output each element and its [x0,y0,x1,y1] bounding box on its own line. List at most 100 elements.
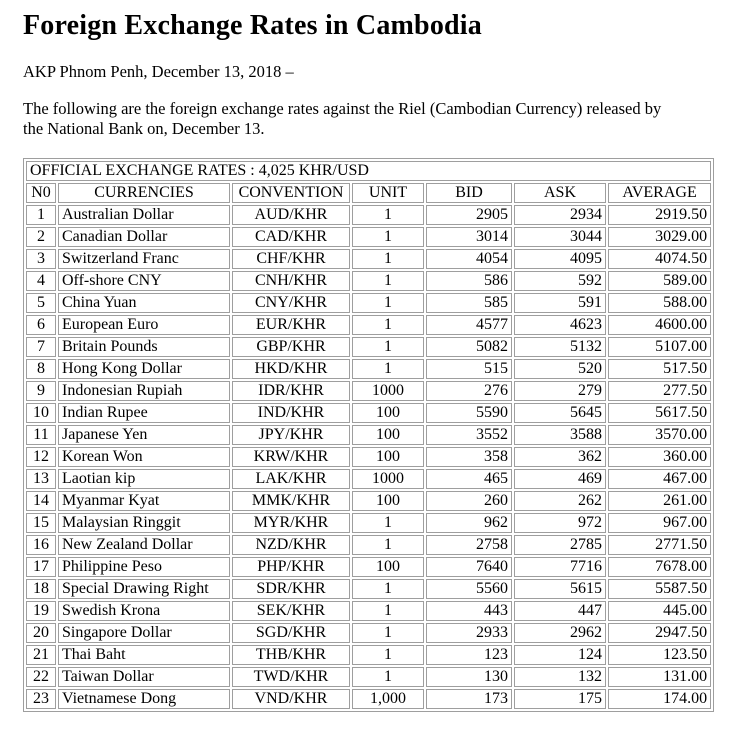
ask-cell: 5615 [514,579,606,599]
currency-cell: Thai Baht [58,645,230,665]
bid-cell: 358 [426,447,512,467]
average-cell: 4600.00 [608,315,712,335]
bid-cell: 5590 [426,403,512,423]
row-number-cell: 18 [26,579,56,599]
unit-cell: 1 [352,227,424,247]
column-header-convention: CONVENTION [232,183,350,203]
unit-cell: 1 [352,205,424,225]
currency-cell: Off-shore CNY [58,271,230,291]
unit-cell: 1 [352,337,424,357]
table-row: 14 Myanmar Kyat MMK/KHR 100 260 262 261.… [26,491,712,511]
currency-cell: Britain Pounds [58,337,230,357]
convention-cell: PHP/KHR [232,557,350,577]
average-cell: 445.00 [608,601,712,621]
currency-cell: Philippine Peso [58,557,230,577]
bid-cell: 586 [426,271,512,291]
ask-cell: 591 [514,293,606,313]
unit-cell: 100 [352,557,424,577]
ask-cell: 2785 [514,535,606,555]
table-row: 2 Canadian Dollar CAD/KHR 1 3014 3044 30… [26,227,712,247]
row-number-cell: 3 [26,249,56,269]
bid-cell: 7640 [426,557,512,577]
ask-cell: 520 [514,359,606,379]
unit-cell: 1 [352,513,424,533]
average-cell: 3570.00 [608,425,712,445]
average-cell: 2919.50 [608,205,712,225]
currency-cell: Singapore Dollar [58,623,230,643]
row-number-cell: 14 [26,491,56,511]
average-cell: 7678.00 [608,557,712,577]
table-row: 18 Special Drawing Right SDR/KHR 1 5560 … [26,579,712,599]
row-number-cell: 4 [26,271,56,291]
bid-cell: 515 [426,359,512,379]
ask-cell: 124 [514,645,606,665]
row-number-cell: 17 [26,557,56,577]
table-row: 23 Vietnamese Dong VND/KHR 1,000 173 175… [26,689,712,709]
ask-cell: 7716 [514,557,606,577]
unit-cell: 1 [352,645,424,665]
column-header-currencies: CURRENCIES [58,183,230,203]
currency-cell: Myanmar Kyat [58,491,230,511]
average-cell: 174.00 [608,689,712,709]
unit-cell: 1 [352,315,424,335]
row-number-cell: 12 [26,447,56,467]
convention-cell: GBP/KHR [232,337,350,357]
ask-cell: 175 [514,689,606,709]
document-page: Foreign Exchange Rates in Cambodia AKP P… [23,10,715,712]
convention-cell: CAD/KHR [232,227,350,247]
ask-cell: 2962 [514,623,606,643]
currency-cell: Japanese Yen [58,425,230,445]
table-row: 12 Korean Won KRW/KHR 100 358 362 360.00 [26,447,712,467]
table-row: 17 Philippine Peso PHP/KHR 100 7640 7716… [26,557,712,577]
unit-cell: 100 [352,425,424,445]
currency-cell: Special Drawing Right [58,579,230,599]
average-cell: 588.00 [608,293,712,313]
row-number-cell: 7 [26,337,56,357]
bid-cell: 3014 [426,227,512,247]
bid-cell: 173 [426,689,512,709]
unit-cell: 100 [352,403,424,423]
unit-cell: 1 [352,359,424,379]
currency-cell: Hong Kong Dollar [58,359,230,379]
convention-cell: LAK/KHR [232,469,350,489]
convention-cell: SDR/KHR [232,579,350,599]
ask-cell: 4623 [514,315,606,335]
currency-cell: Swedish Krona [58,601,230,621]
row-number-cell: 15 [26,513,56,533]
ask-cell: 4095 [514,249,606,269]
average-cell: 261.00 [608,491,712,511]
ask-cell: 5645 [514,403,606,423]
currency-cell: Malaysian Ringgit [58,513,230,533]
bid-cell: 585 [426,293,512,313]
row-number-cell: 6 [26,315,56,335]
table-header-row: N0 CURRENCIES CONVENTION UNIT BID ASK AV… [26,183,712,203]
convention-cell: CHF/KHR [232,249,350,269]
table-row: 10 Indian Rupee IND/KHR 100 5590 5645 56… [26,403,712,423]
table-row: 20 Singapore Dollar SGD/KHR 1 2933 2962 … [26,623,712,643]
unit-cell: 1 [352,667,424,687]
currency-cell: Korean Won [58,447,230,467]
exchange-rates-table: OFFICIAL EXCHANGE RATES : 4,025 KHR/USD … [23,158,715,712]
bid-cell: 443 [426,601,512,621]
convention-cell: NZD/KHR [232,535,350,555]
row-number-cell: 23 [26,689,56,709]
table-row: 7 Britain Pounds GBP/KHR 1 5082 5132 510… [26,337,712,357]
unit-cell: 1 [352,249,424,269]
convention-cell: TWD/KHR [232,667,350,687]
ask-cell: 972 [514,513,606,533]
currency-cell: China Yuan [58,293,230,313]
row-number-cell: 16 [26,535,56,555]
unit-cell: 1 [352,623,424,643]
bid-cell: 4054 [426,249,512,269]
bid-cell: 3552 [426,425,512,445]
currency-cell: Taiwan Dollar [58,667,230,687]
row-number-cell: 10 [26,403,56,423]
average-cell: 3029.00 [608,227,712,247]
column-header-ask: ASK [514,183,606,203]
currency-cell: Canadian Dollar [58,227,230,247]
currency-cell: Vietnamese Dong [58,689,230,709]
currency-cell: Australian Dollar [58,205,230,225]
bid-cell: 5082 [426,337,512,357]
ask-cell: 447 [514,601,606,621]
ask-cell: 362 [514,447,606,467]
